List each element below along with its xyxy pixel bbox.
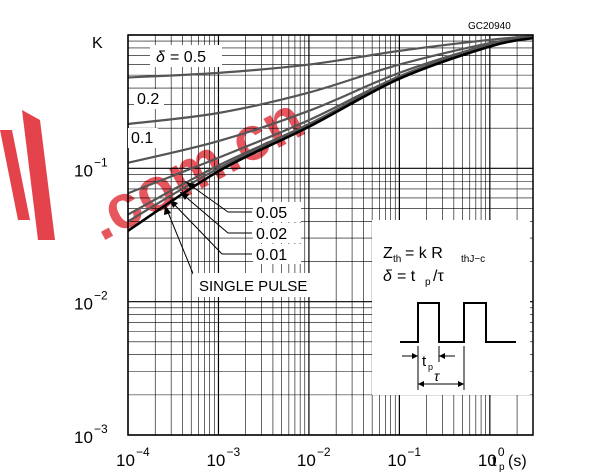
formula-tp-sub: p <box>425 277 431 288</box>
x-axis-label: t p (s) <box>492 453 527 473</box>
series-label-d002-bg <box>253 223 301 243</box>
series-label-d01-bg <box>128 128 158 148</box>
y-tick-label-base: 10 <box>74 295 93 314</box>
series-label-d01: 0.1 <box>128 128 158 148</box>
formula-box: Z th = k R thJ−c δ = t p /τ t p τ <box>372 220 530 395</box>
series-label-d005-bg <box>253 202 301 222</box>
plot-frame <box>127 34 534 436</box>
curve-layer <box>127 35 534 232</box>
y-tick-label-exp: −3 <box>94 422 108 436</box>
series-label-d05-bg <box>150 45 222 67</box>
x-axis-label-sub: p <box>499 462 505 473</box>
series-label-d01-text: 0.1 <box>131 130 153 147</box>
y-tick-labels: 10−310−210−1 <box>74 155 108 447</box>
y-axis-label: K <box>92 35 103 52</box>
x-axis-label-unit: (s) <box>508 453 527 470</box>
formula-k-text: = k R <box>405 245 443 262</box>
x-tick-label-exp: −4 <box>136 445 150 459</box>
series-label-d05-symbol: δ <box>156 49 166 66</box>
pulse-tau: τ <box>434 368 440 384</box>
series-label-d05-text: = 0.5 <box>170 49 206 66</box>
pulse-waveform <box>400 302 516 343</box>
tp-arrowhead-left <box>412 353 418 359</box>
series-label-d005-text: 0.05 <box>256 205 287 222</box>
series-label-d001: 0.01 <box>253 244 301 264</box>
arrow-d005 <box>186 182 195 190</box>
x-tick-label-exp: −3 <box>226 445 240 459</box>
x-tick-label-base: 10 <box>116 451 135 470</box>
formula-z: Z <box>383 245 393 262</box>
formula-box-bg <box>372 220 530 395</box>
series-label-d05: δ = 0.5 <box>150 45 222 67</box>
formula-z-sub: th <box>393 254 401 265</box>
arrow-d002 <box>180 192 189 200</box>
series-label-d02: 0.2 <box>134 89 164 109</box>
series-label-d001-text: 0.01 <box>256 247 287 264</box>
x-tick-label-exp: 0 <box>498 445 505 459</box>
series-label-single-bg <box>193 273 333 297</box>
y-tick-label-base: 10 <box>74 161 93 180</box>
series-line-6 <box>127 36 534 232</box>
y-tick-label-exp: −1 <box>94 155 108 169</box>
x-tick-label-base: 10 <box>297 451 316 470</box>
x-tick-label-exp: −1 <box>407 445 421 459</box>
series-label-d002: 0.02 <box>253 223 301 243</box>
series-line-1 <box>127 35 534 126</box>
arrow-d001 <box>170 200 178 208</box>
watermark-bar-1 <box>0 130 30 220</box>
chart-code: GC20940 <box>468 21 511 32</box>
series-label-d02-text: 0.2 <box>137 91 159 108</box>
leader-single <box>164 204 195 277</box>
pulse-tp: t <box>422 353 427 370</box>
formula-eq: = t <box>397 268 416 285</box>
x-tick-label-base: 10 <box>206 451 225 470</box>
formula-over: /τ <box>433 268 444 285</box>
series-label-d005: 0.05 <box>253 202 301 222</box>
y-tick-label-exp: −2 <box>94 289 108 303</box>
series-line-0 <box>127 35 534 79</box>
x-axis-label-main: t <box>492 453 497 470</box>
series-label-single: SINGLE PULSE <box>193 273 333 297</box>
series-label-d02-bg <box>134 89 164 109</box>
x-tick-label-exp: −2 <box>317 445 331 459</box>
series-label-single-text: SINGLE PULSE <box>199 278 307 295</box>
leader-d002 <box>179 191 229 234</box>
y-tick-label-base: 10 <box>74 428 93 447</box>
formula-delta: δ <box>383 268 393 285</box>
watermark-bar-2 <box>22 110 55 240</box>
formula-r-sub: thJ−c <box>461 254 485 265</box>
arrow-single <box>164 205 171 215</box>
x-tick-label-base: 10 <box>387 451 406 470</box>
series-label-d001-bg <box>253 244 301 264</box>
series-label-d002-text: 0.02 <box>256 226 287 243</box>
leader-arrowheads <box>164 182 195 215</box>
tau-arrowhead-right <box>458 381 464 387</box>
x-tick-label-base: 10 <box>478 451 497 470</box>
leader-lines <box>164 181 252 277</box>
x-tick-labels: 10 −4 10 −3 10 −2 10 −1 10 0 <box>116 445 505 470</box>
tau-arrowhead-left <box>418 381 424 387</box>
pulse-tp-sub: p <box>428 362 433 372</box>
tp-arrowhead-right <box>439 353 445 359</box>
leader-d001 <box>169 199 223 255</box>
